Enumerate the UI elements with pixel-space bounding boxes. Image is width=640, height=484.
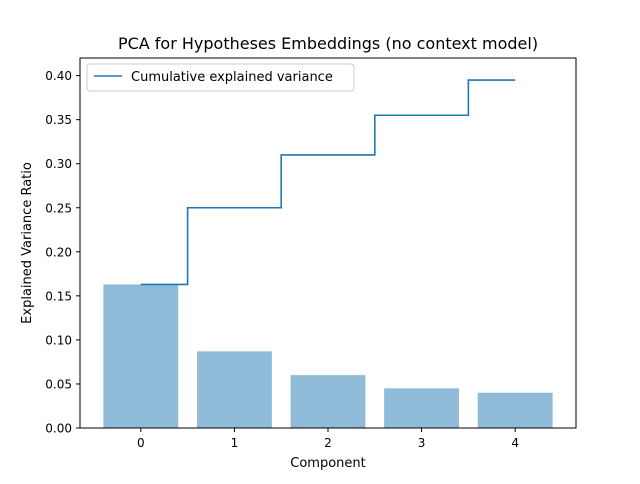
bar-component-2 (290, 375, 366, 428)
y-tick-label-0.15: 0.15 (45, 289, 72, 303)
chart-title: PCA for Hypotheses Embeddings (no contex… (118, 34, 538, 53)
x-axis-label: Component (290, 456, 365, 471)
y-tick-label-0.10: 0.10 (45, 333, 72, 347)
legend-label-cumulative: Cumulative explained variance (131, 70, 333, 85)
y-axis-label: Explained Variance Ratio (20, 162, 35, 324)
y-tick-label-0.00: 0.00 (45, 422, 72, 436)
x-tick-label-0: 0 (137, 436, 145, 450)
bar-component-1 (196, 351, 272, 428)
y-axis: 0.00 0.05 0.10 0.15 0.20 0.25 0.30 0.35 0.40 (45, 69, 80, 436)
y-tick-label-0.35: 0.35 (45, 113, 72, 127)
bar-component-0 (103, 284, 179, 428)
x-tick-label-3: 3 (418, 436, 426, 450)
legend-box (86, 63, 355, 92)
bars-layer (103, 284, 553, 428)
plot-frame (79, 57, 577, 429)
bar-component-3 (384, 388, 460, 428)
x-tick-label-2: 2 (324, 436, 332, 450)
x-tick-label-4: 4 (511, 436, 519, 450)
cumulative-variance-line (140, 79, 516, 286)
y-tick-label-0.20: 0.20 (45, 245, 72, 259)
line-layer (140, 79, 516, 286)
x-tick-label-1: 1 (231, 436, 239, 450)
y-tick-label-0.05: 0.05 (45, 377, 72, 391)
x-axis: 0 1 2 3 4 (137, 428, 519, 450)
bar-component-4 (477, 392, 553, 428)
y-tick-label-0.25: 0.25 (45, 201, 72, 215)
y-tick-label-0.40: 0.40 (45, 69, 72, 83)
legend: Cumulative explained variance (86, 63, 355, 92)
y-tick-label-0.30: 0.30 (45, 157, 72, 171)
